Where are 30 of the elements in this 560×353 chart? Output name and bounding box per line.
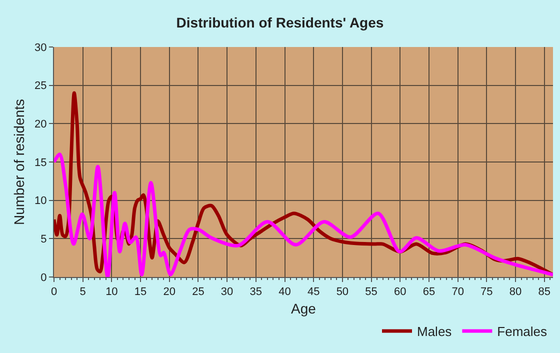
y-tick-label: 5: [40, 234, 47, 246]
legend-label: Males: [417, 324, 452, 340]
x-tick-label: 5: [80, 286, 86, 298]
y-tick-label: 0: [40, 272, 47, 284]
x-tick-label: 60: [394, 286, 406, 298]
x-tick-label: 10: [106, 286, 118, 298]
y-tick-label: 20: [34, 118, 47, 131]
y-tick-label: 10: [34, 195, 47, 208]
x-tick-label: 40: [278, 286, 291, 298]
x-tick-label: 50: [336, 286, 349, 298]
y-axis-title: Number of residents: [11, 98, 28, 226]
y-tick-label: 15: [34, 156, 47, 169]
x-tick-label: 35: [250, 286, 262, 298]
x-tick-label: 85: [538, 286, 550, 298]
chart-title: Distribution of Residents' Ages: [176, 14, 384, 30]
x-axis-title: Age: [291, 300, 316, 316]
x-tick-label: 55: [365, 286, 378, 298]
y-tick-label: 25: [34, 80, 47, 92]
x-tick-label: 30: [220, 286, 234, 298]
x-tick-label: 65: [422, 286, 436, 298]
x-tick-label: 45: [307, 286, 320, 298]
x-tick-label: 80: [509, 286, 522, 298]
y-tick-label: 30: [34, 42, 47, 54]
legend-label: Females: [497, 324, 548, 340]
x-tick-label: 0: [50, 286, 58, 298]
x-tick-label: 20: [163, 286, 176, 298]
x-tick-label: 75: [480, 286, 493, 298]
x-tick-label: 70: [452, 286, 464, 298]
x-tick-label: 25: [192, 286, 204, 298]
x-tick-label: 15: [134, 286, 147, 298]
